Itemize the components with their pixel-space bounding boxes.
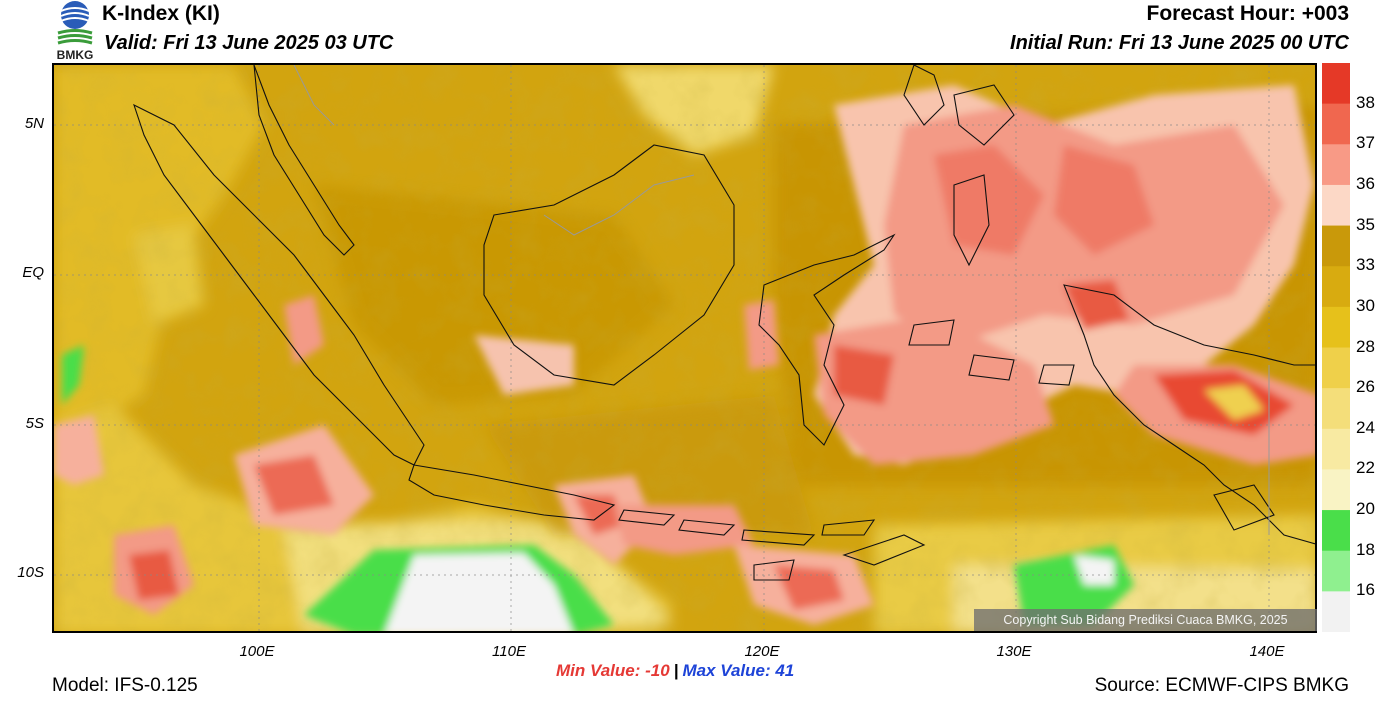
colorbar-swatch: [1322, 266, 1350, 308]
colorbar-swatch: [1322, 550, 1350, 592]
lon-label-120e: 120E: [744, 643, 780, 660]
country-borders: [293, 65, 1270, 535]
colorbar-label: 22: [1356, 458, 1375, 478]
colorbar-swatch: [1322, 225, 1350, 267]
colorbar-swatch: [1322, 388, 1350, 430]
colorbar-label: 18: [1356, 539, 1375, 559]
colorbar-swatch: [1322, 469, 1350, 511]
map-canvas: [54, 65, 1315, 631]
lon-label-130e: 130E: [996, 643, 1032, 660]
colorbar-label: 24: [1356, 417, 1375, 437]
colorbar-swatch: [1322, 184, 1350, 227]
map-title: K-Index (KI): [102, 2, 220, 25]
colorbar-swatch: [1322, 144, 1350, 186]
model-label: Model: IFS-0.125: [52, 675, 198, 696]
bmkg-logo: BMKG: [57, 1, 94, 62]
lat-label-5s: 5S: [25, 415, 44, 432]
source-label: Source: ECMWF-CIPS BMKG: [1094, 675, 1349, 696]
colorbar-label: 28: [1356, 336, 1375, 356]
min-max-values: Min Value: -10 | Max Value: 41: [556, 661, 794, 681]
coastlines: [133, 65, 1315, 581]
min-value: Min Value: -10: [556, 661, 670, 680]
k-index-map[interactable]: [52, 63, 1317, 633]
colorbar-swatch: [1322, 510, 1350, 552]
colorbar-swatch: [1322, 591, 1350, 632]
initial-run: Initial Run: Fri 13 June 2025 00 UTC: [1010, 32, 1349, 54]
colorbar-label: 36: [1356, 173, 1375, 193]
colorbar-label: 20: [1356, 499, 1375, 519]
colorbar-swatch: [1322, 103, 1350, 145]
colorbar-label: 37: [1356, 133, 1375, 153]
lon-label-110e: 110E: [492, 643, 526, 660]
colorbar-label: 35: [1356, 214, 1375, 234]
colorbar-label: 30: [1356, 295, 1375, 315]
logo-text: BMKG: [57, 48, 94, 62]
colorbar-swatch: [1322, 306, 1350, 348]
lon-label-100e: 100E: [239, 643, 275, 660]
value-separator: |: [673, 661, 679, 680]
copyright-note: Copyright Sub Bidang Prediksi Cuaca BMKG…: [974, 609, 1317, 631]
max-value: Max Value: 41: [682, 661, 795, 680]
lat-label-eq: EQ: [22, 264, 44, 281]
colorbar-swatch: [1322, 428, 1350, 470]
forecast-hour: Forecast Hour: +003: [1146, 2, 1350, 25]
lat-label-10s: 10S: [17, 564, 44, 581]
valid-time: Valid: Fri 13 June 2025 03 UTC: [104, 32, 394, 54]
colorbar-label: 38: [1356, 92, 1375, 112]
lat-label-5n: 5N: [24, 115, 44, 132]
colorbar: [1322, 63, 1350, 632]
field-low-values: [62, 345, 1134, 631]
colorbar-label: 26: [1356, 377, 1375, 397]
colorbar-label: 33: [1356, 255, 1375, 275]
colorbar-swatch: [1322, 347, 1350, 389]
lon-label-140e: 140E: [1249, 643, 1285, 660]
colorbar-label: 16: [1356, 580, 1375, 600]
map-grid: [54, 65, 1315, 631]
colorbar-swatch: [1322, 63, 1350, 105]
